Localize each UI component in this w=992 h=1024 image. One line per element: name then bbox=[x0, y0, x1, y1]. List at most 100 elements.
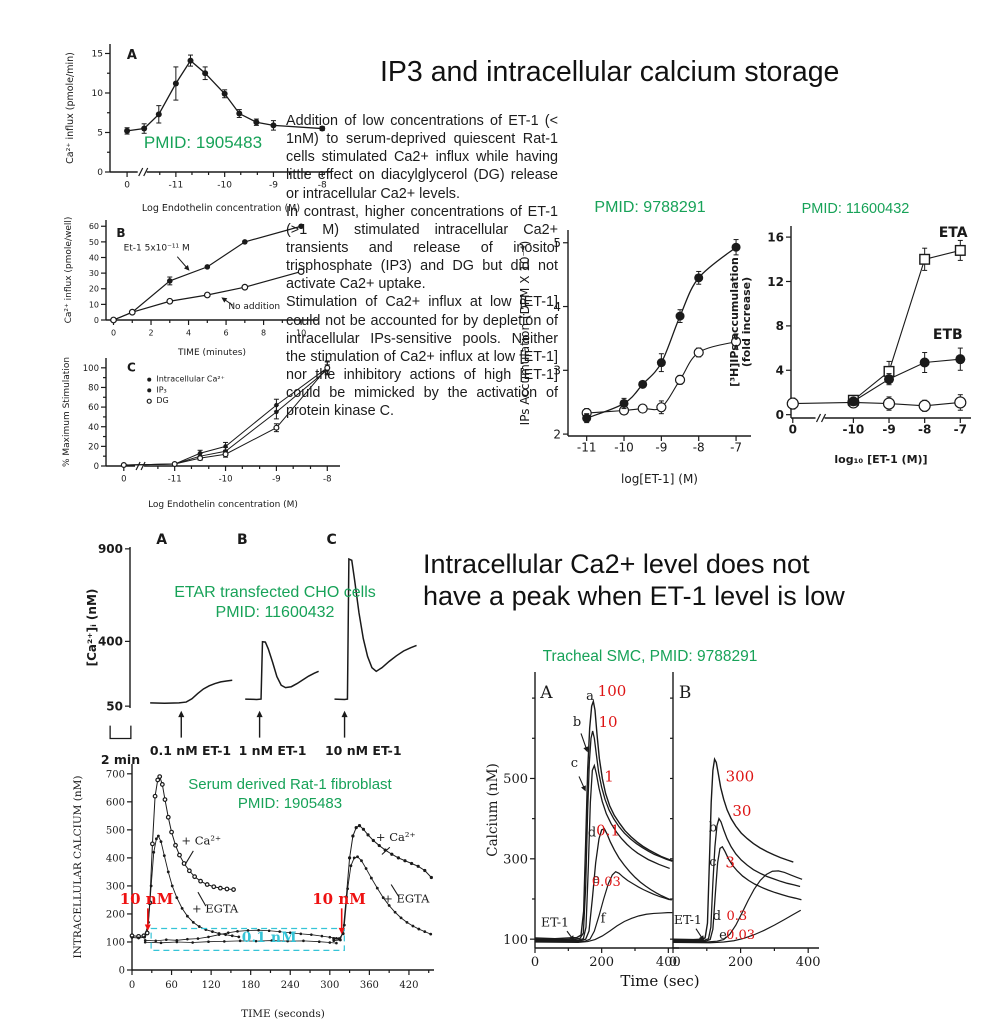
svg-text:0: 0 bbox=[94, 316, 99, 325]
chart-fibroblast-calcium: 0 60 120 180 240 300 360 420 0 100 200 300 400 500 600… bbox=[72, 764, 434, 1020]
svg-text:200: 200 bbox=[728, 955, 753, 970]
svg-text:+ EGTA: + EGTA bbox=[192, 902, 239, 916]
svg-text:600: 600 bbox=[106, 797, 125, 808]
tracheal-x-axis-label: Time (sec) bbox=[620, 972, 700, 990]
svg-text:0: 0 bbox=[111, 329, 116, 338]
chart-ca-influx-time: 0 2 4 6 8 10 0 10 20 30 40 50 60 TIME (minutes) Ca²⁺ i… bbox=[64, 217, 318, 358]
svg-text:12: 12 bbox=[767, 275, 784, 289]
svg-text:20: 20 bbox=[88, 442, 99, 452]
svg-text:+ Ca²⁺: + Ca²⁺ bbox=[376, 830, 416, 844]
svg-text:0: 0 bbox=[124, 181, 130, 191]
svg-text:50: 50 bbox=[106, 699, 123, 713]
caption-cho-cells: ETAR transfected CHO cells PMID: 1160043… bbox=[135, 583, 415, 622]
svg-text:Intracellular Ca²⁺: Intracellular Ca²⁺ bbox=[156, 375, 224, 384]
svg-text:3: 3 bbox=[553, 364, 561, 378]
svg-text:0.1: 0.1 bbox=[596, 822, 620, 840]
svg-text:ET-1: ET-1 bbox=[674, 912, 702, 927]
svg-text:5: 5 bbox=[553, 236, 561, 250]
svg-text:4: 4 bbox=[776, 364, 784, 378]
chart-et-dose-response: 0 -11 -10 -9 -8 0 5 10 15 Log Endothelin concentr… bbox=[65, 44, 332, 214]
svg-text:500: 500 bbox=[503, 772, 528, 787]
svg-text:ETB: ETB bbox=[933, 327, 963, 343]
svg-text:300: 300 bbox=[320, 980, 339, 991]
svg-text:e: e bbox=[719, 928, 727, 943]
svg-text:0: 0 bbox=[776, 408, 784, 422]
svg-text:a: a bbox=[586, 689, 594, 704]
svg-text:400: 400 bbox=[98, 635, 123, 649]
svg-text:700: 700 bbox=[106, 769, 125, 780]
svg-text:Log Endothelin concentration (: Log Endothelin concentration (M) bbox=[148, 500, 298, 510]
svg-text:c: c bbox=[571, 756, 578, 771]
svg-text:log[ET-1] (M): log[ET-1] (M) bbox=[621, 472, 698, 486]
bottom-section-title: Intracellular Ca2+ level does not have a… bbox=[423, 549, 992, 613]
bottom-title-line2: have a peak when ET-1 level is low bbox=[423, 580, 845, 611]
svg-text:(fold increase): (fold increase) bbox=[740, 277, 753, 367]
svg-text:2: 2 bbox=[553, 427, 561, 441]
svg-text:30: 30 bbox=[732, 802, 751, 820]
svg-text:-10: -10 bbox=[219, 475, 233, 485]
svg-text:900: 900 bbox=[98, 542, 123, 556]
svg-text:0.03: 0.03 bbox=[592, 875, 621, 890]
svg-text:-7: -7 bbox=[730, 441, 742, 455]
svg-text:2: 2 bbox=[148, 329, 153, 338]
svg-text:100: 100 bbox=[106, 938, 125, 949]
svg-text:40: 40 bbox=[89, 253, 99, 262]
svg-text:10: 10 bbox=[296, 329, 306, 338]
svg-text:0: 0 bbox=[121, 475, 126, 485]
svg-text:B: B bbox=[237, 532, 248, 548]
svg-text:400: 400 bbox=[796, 955, 821, 970]
svg-text:-10: -10 bbox=[217, 181, 232, 191]
svg-text:TIME (minutes): TIME (minutes) bbox=[177, 348, 246, 358]
svg-text:16: 16 bbox=[767, 230, 784, 244]
svg-text:360: 360 bbox=[360, 980, 379, 991]
svg-text:Log Endothelin concentration (: Log Endothelin concentration (M) bbox=[142, 203, 300, 214]
chart-tracheal-panel-b: 0 200 400 Bb c de 300 30 3 0.3 0.03 ET-1 bbox=[669, 672, 821, 970]
svg-text:Calcium (nM): Calcium (nM) bbox=[485, 763, 501, 856]
svg-text:20: 20 bbox=[89, 285, 99, 294]
svg-text:B: B bbox=[116, 226, 125, 240]
svg-text:400: 400 bbox=[656, 955, 681, 970]
svg-text:-8: -8 bbox=[323, 475, 331, 485]
abstract-paragraph-2: In contrast, higher concentrations of ET… bbox=[286, 203, 558, 293]
caption-pmid-11600432-mid: PMID: 11600432 bbox=[801, 201, 910, 217]
abstract-paragraph-1: Addition of low concentrations of ET-1 (… bbox=[286, 113, 558, 202]
abstract-paragraph-3: Stimulation of Ca2+ influx at low [ET-1]… bbox=[286, 294, 558, 420]
svg-text:e: e bbox=[592, 872, 600, 887]
caption-cho-line1: ETAR transfected CHO cells bbox=[174, 584, 376, 601]
svg-text:C: C bbox=[326, 532, 336, 548]
svg-text:300: 300 bbox=[726, 768, 755, 786]
svg-text:INTRACELLULAR CALCIUM (nM): INTRACELLULAR CALCIUM (nM) bbox=[72, 776, 84, 959]
svg-text:200: 200 bbox=[106, 910, 125, 921]
svg-text:50: 50 bbox=[89, 238, 99, 247]
svg-text:300: 300 bbox=[503, 852, 528, 867]
chart-h3ips-fold-increase: 0 -10 -9 -8 -7 0 4 8 12 16 log₁₀ [ET-1 (M)] [³H]IPs… bbox=[728, 225, 971, 466]
svg-text:ETA: ETA bbox=[939, 225, 968, 241]
svg-text:2 min: 2 min bbox=[101, 752, 140, 767]
svg-text:-8: -8 bbox=[318, 181, 327, 191]
svg-text:100: 100 bbox=[503, 933, 528, 948]
svg-text:[³H]IPs accumulation: [³H]IPs accumulation bbox=[728, 257, 741, 387]
svg-text:A: A bbox=[156, 532, 167, 548]
chart-cho-calcium-traces: 50 400 900 [Ca²⁺]ᵢ (nM) A B C 0.1 nM ET-1 1 nM E… bbox=[85, 532, 417, 767]
svg-text:30: 30 bbox=[89, 269, 99, 278]
svg-text:0.03: 0.03 bbox=[726, 928, 755, 943]
svg-text:C: C bbox=[127, 361, 136, 375]
svg-text:0: 0 bbox=[94, 462, 99, 472]
chart-max-stimulation: 0 -11 -10 -9 -8 0 20 40 60 80 100 Log Endothelin co… bbox=[62, 357, 340, 510]
svg-text:0: 0 bbox=[119, 966, 125, 977]
svg-text:-9: -9 bbox=[272, 475, 280, 485]
caption-pmid-1905483-top: PMID: 1905483 bbox=[143, 133, 263, 152]
svg-text:15: 15 bbox=[92, 50, 103, 60]
svg-text:% Maximum Stimulation: % Maximum Stimulation bbox=[62, 357, 72, 467]
svg-text:Ca²⁺ influx (pmole/well): Ca²⁺ influx (pmole/well) bbox=[64, 217, 74, 324]
svg-text:60: 60 bbox=[165, 980, 178, 991]
svg-text:0.3: 0.3 bbox=[727, 909, 748, 924]
svg-text:60: 60 bbox=[89, 222, 99, 231]
svg-text:b: b bbox=[709, 820, 717, 835]
svg-text:d: d bbox=[713, 909, 721, 924]
svg-text:IPs Accumulation (DPM X 10⁻⁴): IPs Accumulation (DPM X 10⁻⁴) bbox=[518, 241, 532, 426]
svg-text:4: 4 bbox=[553, 300, 561, 314]
svg-text:-8: -8 bbox=[693, 441, 705, 455]
svg-text:-11: -11 bbox=[168, 475, 182, 485]
